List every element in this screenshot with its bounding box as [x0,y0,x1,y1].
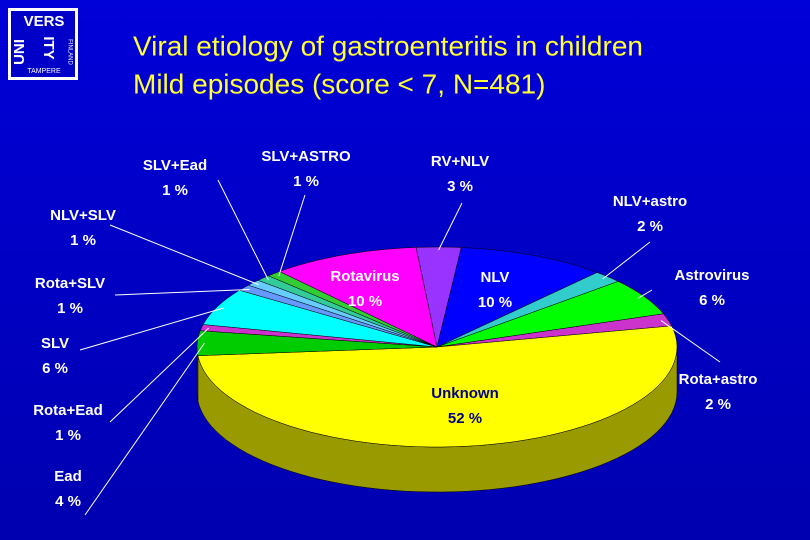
leader-line [114,288,250,296]
value-label: 3 % [447,178,473,195]
logo-left: UNI [11,39,28,65]
slice-label: SLV+ASTRO [261,148,351,165]
logo-top: VERS [24,13,65,30]
chart-subtitle: Mild episodes (score < 7, N=481) [133,68,545,99]
leader-line [84,342,205,516]
slice [436,247,598,348]
logo-country: FINLAND [66,39,72,65]
slice-label: Ead [54,468,82,485]
slice-label: NLV+SLV [50,207,116,224]
leader-line [79,307,225,351]
slice-label: SLV [41,335,69,352]
slice-label: Astrovirus [674,267,749,284]
value-label: 4 % [55,493,81,510]
value-label: 2 % [637,218,663,235]
value-label: 52 % [448,410,482,427]
value-label: 10 % [478,294,512,311]
slice [436,281,664,348]
leader-line [278,194,306,276]
leader-line [602,241,651,280]
leader-line [660,320,721,363]
value-label: 6 % [699,292,725,309]
leader-line [637,289,653,299]
slice-label: NLV [481,269,510,286]
logo-inner [11,11,75,77]
value-label: 1 % [57,300,83,317]
chart-title: Viral etiology of gastroenteritis in chi… [133,30,643,61]
value-label: 2 % [705,396,731,413]
leader-line [109,327,209,423]
leader-line [109,224,259,286]
value-label: 1 % [162,182,188,199]
value-label: 10 % [348,293,382,310]
logo: VERS UNI ITY TAMPERE FINLAND [8,8,78,80]
slice [202,289,438,348]
logo-city: TAMPERE [27,68,61,75]
slice-label: Rota+Ead [33,402,103,419]
slice-label: Rota+SLV [35,275,105,292]
value-label: 1 % [293,173,319,190]
value-label: 6 % [42,360,68,377]
value-label: 1 % [70,232,96,249]
slice-label: RV+NLV [431,153,489,170]
logo-right: ITY [40,36,57,59]
slice [197,325,678,448]
slice-label: Unknown [431,385,499,402]
slice [196,330,438,356]
leader-line [438,202,463,251]
value-label: 1 % [55,427,81,444]
slice [278,247,438,348]
slice-label: Rota+astro [679,371,758,388]
leader-line [217,179,269,281]
slice-label: Rotavirus [330,268,399,285]
slice-label: NLV+astro [613,193,687,210]
slice-label: SLV+Ead [143,157,207,174]
